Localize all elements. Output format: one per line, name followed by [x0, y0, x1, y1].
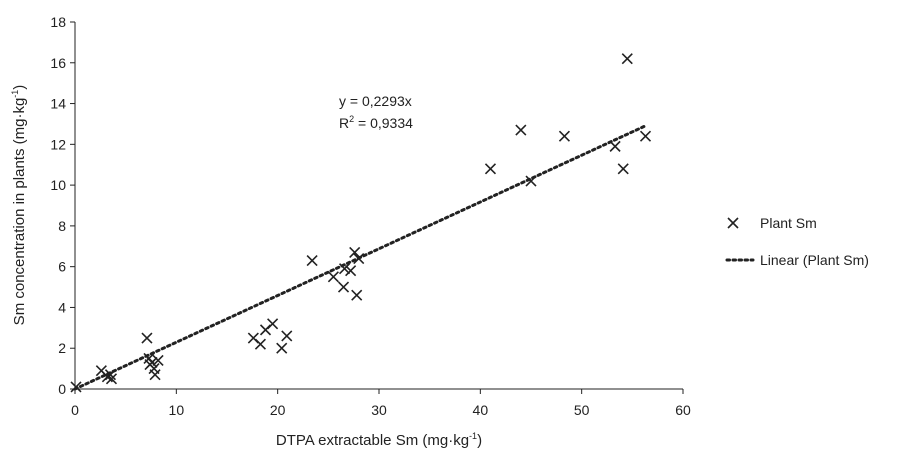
y-axis-title-tail: ): [11, 85, 28, 90]
axes: [74, 22, 683, 390]
x-axis-title-sup: -1: [469, 431, 477, 441]
x-axis-title-tail: ): [477, 432, 482, 449]
x-tick-label: 10: [169, 402, 185, 418]
data-point: [515, 124, 527, 136]
data-point: [338, 263, 351, 275]
data-point: [621, 53, 633, 65]
data-point: [337, 281, 350, 293]
y-ticks: 0 2 4 6 8 10 12 14 16 18: [50, 14, 75, 397]
data-point: [306, 254, 318, 267]
data-point: [254, 338, 267, 350]
data-point: [327, 271, 339, 283]
x-tick-label: 60: [675, 402, 691, 418]
y-axis-title: Sm concentration in plants (mg·kg-1): [10, 85, 28, 326]
x-ticks: 0 10 20 30 40 50 60: [71, 389, 691, 418]
data-point: [353, 252, 365, 265]
data-point: [267, 318, 279, 330]
y-tick-label: 16: [50, 55, 66, 71]
data-point: [617, 163, 629, 175]
y-tick-label: 4: [58, 299, 66, 315]
legend-label-linear: Linear (Plant Sm): [760, 252, 869, 268]
y-tick-label: 6: [58, 259, 66, 275]
data-point: [149, 369, 161, 381]
x-axis-title: DTPA extractable Sm (mg·kg-1): [276, 431, 482, 449]
y-axis-title-sup: -1: [10, 90, 20, 98]
legend-x-marker-icon: [727, 217, 739, 229]
r2-superscript: 2: [349, 114, 354, 124]
data-point: [484, 163, 497, 175]
y-tick-label: 2: [58, 340, 66, 356]
trend-equation: y = 0,2293x: [339, 93, 412, 109]
data-point: [349, 246, 361, 258]
data-point: [141, 332, 153, 344]
x-tick-label: 50: [574, 402, 590, 418]
x-axis-title-main: DTPA extractable Sm (mg·kg: [276, 432, 469, 449]
data-point: [525, 175, 537, 187]
trend-r-squared: R2 = 0,9334: [339, 114, 413, 131]
data-point: [70, 381, 82, 393]
data-point: [281, 330, 293, 342]
y-tick-label: 12: [50, 136, 66, 152]
x-tick-label: 0: [71, 402, 79, 418]
y-tick-label: 0: [58, 381, 66, 397]
legend-item-linear: Linear (Plant Sm): [725, 252, 869, 268]
r2-value: = 0,9334: [354, 115, 413, 131]
data-point: [146, 356, 158, 369]
x-tick-label: 20: [270, 402, 286, 418]
y-tick-label: 14: [50, 96, 66, 112]
data-point: [152, 354, 164, 367]
legend-item-plant-sm: Plant Sm: [727, 215, 817, 231]
data-point: [105, 373, 118, 385]
data-point: [276, 342, 288, 354]
data-point: [558, 130, 571, 142]
x-tick-label: 40: [473, 402, 489, 418]
x-tick-label: 30: [371, 402, 387, 418]
y-tick-label: 18: [50, 14, 66, 30]
legend: Plant Sm Linear (Plant Sm): [725, 215, 869, 268]
data-point: [345, 265, 357, 277]
y-axis-title-main: Sm concentration in plants (mg·kg: [11, 98, 28, 326]
r2-prefix: R: [339, 115, 349, 131]
data-point: [609, 140, 621, 152]
y-tick-label: 10: [50, 177, 66, 193]
data-point: [351, 289, 363, 301]
legend-label-plant-sm: Plant Sm: [760, 215, 817, 231]
scatter-points: [70, 53, 652, 393]
data-point: [104, 369, 117, 381]
y-tick-label: 8: [58, 218, 66, 234]
data-point: [639, 130, 652, 142]
